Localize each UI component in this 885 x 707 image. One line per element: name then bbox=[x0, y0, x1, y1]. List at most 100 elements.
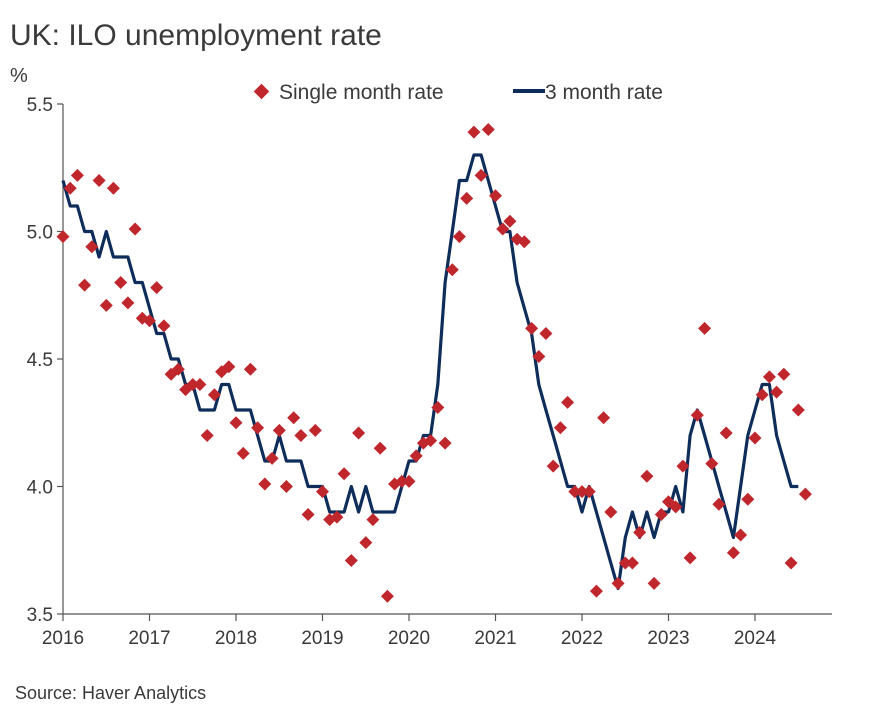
single-month-point bbox=[121, 296, 135, 310]
x-tick-label: 2017 bbox=[128, 628, 170, 649]
y-tick-label: 5.5 bbox=[27, 95, 53, 116]
single-month-point bbox=[741, 492, 755, 506]
y-tick-label: 4.5 bbox=[27, 350, 53, 371]
single-month-point bbox=[474, 168, 488, 182]
legend-label-three-month: 3 month rate bbox=[545, 81, 663, 104]
single-month-point bbox=[186, 378, 200, 391]
single-month-point bbox=[611, 576, 625, 590]
single-month-point bbox=[424, 434, 438, 448]
single-month-point bbox=[748, 431, 762, 445]
single-month-point bbox=[589, 584, 603, 598]
single-month-point bbox=[114, 276, 128, 289]
single-month-point bbox=[568, 485, 582, 499]
single-month-point bbox=[532, 350, 546, 363]
single-month-point bbox=[279, 480, 293, 493]
legend-label-single-month: Single month rate bbox=[279, 81, 444, 104]
single-month-point bbox=[770, 385, 784, 399]
single-month-point bbox=[438, 436, 452, 450]
single-month-point bbox=[200, 429, 214, 442]
single-month-point bbox=[460, 191, 474, 205]
single-month-point bbox=[777, 367, 791, 381]
single-month-point bbox=[171, 362, 185, 376]
single-month-point bbox=[229, 416, 243, 430]
single-month-point bbox=[690, 408, 704, 422]
single-month-point bbox=[316, 485, 329, 499]
single-month-point bbox=[70, 168, 84, 182]
x-tick-label: 2022 bbox=[561, 628, 603, 649]
single-month-point bbox=[712, 497, 726, 511]
y-axis-unit-label: % bbox=[10, 65, 28, 87]
single-month-point bbox=[222, 360, 236, 374]
single-month-point bbox=[705, 457, 719, 471]
single-month-point bbox=[352, 426, 366, 440]
single-month-point bbox=[56, 230, 70, 244]
single-month-point bbox=[99, 298, 113, 312]
single-month-point bbox=[676, 459, 690, 473]
single-month-point bbox=[395, 474, 409, 488]
single-month-point bbox=[481, 123, 495, 136]
single-month-point bbox=[251, 421, 265, 435]
single-month-point bbox=[143, 314, 156, 328]
single-month-point bbox=[604, 505, 618, 519]
single-month-point bbox=[157, 319, 171, 333]
single-month-point bbox=[618, 556, 632, 570]
single-month-point bbox=[236, 446, 250, 460]
single-month-point bbox=[683, 551, 697, 565]
single-month-points-layer bbox=[56, 123, 812, 603]
single-month-point bbox=[409, 449, 423, 463]
single-month-point bbox=[63, 181, 77, 195]
x-tick-label: 2023 bbox=[647, 628, 689, 649]
single-month-point bbox=[553, 421, 567, 435]
single-month-point bbox=[431, 401, 445, 414]
single-month-point bbox=[193, 378, 207, 391]
single-month-point bbox=[92, 174, 106, 187]
legend-diamond-icon bbox=[253, 83, 270, 100]
y-tick-label: 3.5 bbox=[27, 605, 53, 626]
legend: Single month rate 3 month rate bbox=[253, 81, 663, 104]
single-month-point bbox=[207, 388, 221, 402]
single-month-point bbox=[467, 125, 481, 139]
single-month-point bbox=[791, 403, 805, 417]
single-month-point bbox=[452, 230, 466, 244]
y-tick-label: 4.0 bbox=[27, 478, 53, 499]
single-month-point bbox=[243, 362, 257, 376]
single-month-point bbox=[525, 321, 539, 335]
single-month-point bbox=[272, 423, 286, 437]
single-month-point bbox=[287, 411, 301, 425]
single-month-point bbox=[445, 263, 459, 277]
single-month-point bbox=[265, 451, 279, 465]
x-tick-label: 2020 bbox=[388, 628, 430, 649]
single-month-point bbox=[294, 429, 308, 442]
single-month-point bbox=[85, 240, 99, 254]
single-month-point bbox=[402, 474, 416, 488]
single-month-point bbox=[489, 189, 502, 203]
single-month-point bbox=[337, 467, 351, 481]
single-month-point bbox=[762, 370, 776, 384]
single-month-point bbox=[366, 513, 380, 527]
single-month-point bbox=[359, 536, 373, 550]
single-month-point bbox=[582, 485, 596, 499]
single-month-point bbox=[128, 222, 142, 236]
single-month-point bbox=[308, 423, 322, 437]
single-month-point bbox=[633, 525, 647, 539]
single-month-point bbox=[719, 426, 733, 440]
axes: 3.5 4.0 4.5 5.0 5.5 2016 2017 2018 2019 2020 2021 2… bbox=[27, 95, 832, 649]
x-tick-label: 2016 bbox=[42, 628, 84, 649]
single-month-point bbox=[654, 508, 668, 521]
single-month-point bbox=[647, 576, 661, 590]
single-month-point bbox=[726, 546, 740, 560]
single-month-point bbox=[784, 556, 798, 570]
x-tick-label: 2021 bbox=[474, 628, 516, 649]
single-month-point bbox=[625, 556, 639, 570]
x-tick-label: 2019 bbox=[301, 628, 343, 649]
single-month-point bbox=[597, 411, 611, 425]
single-month-point bbox=[344, 554, 358, 567]
single-month-point bbox=[575, 485, 589, 499]
single-month-point bbox=[798, 487, 812, 501]
single-month-point bbox=[539, 327, 553, 340]
single-month-point bbox=[561, 395, 575, 409]
single-month-point bbox=[640, 469, 654, 483]
single-month-point bbox=[150, 281, 164, 295]
single-month-point bbox=[496, 222, 510, 236]
